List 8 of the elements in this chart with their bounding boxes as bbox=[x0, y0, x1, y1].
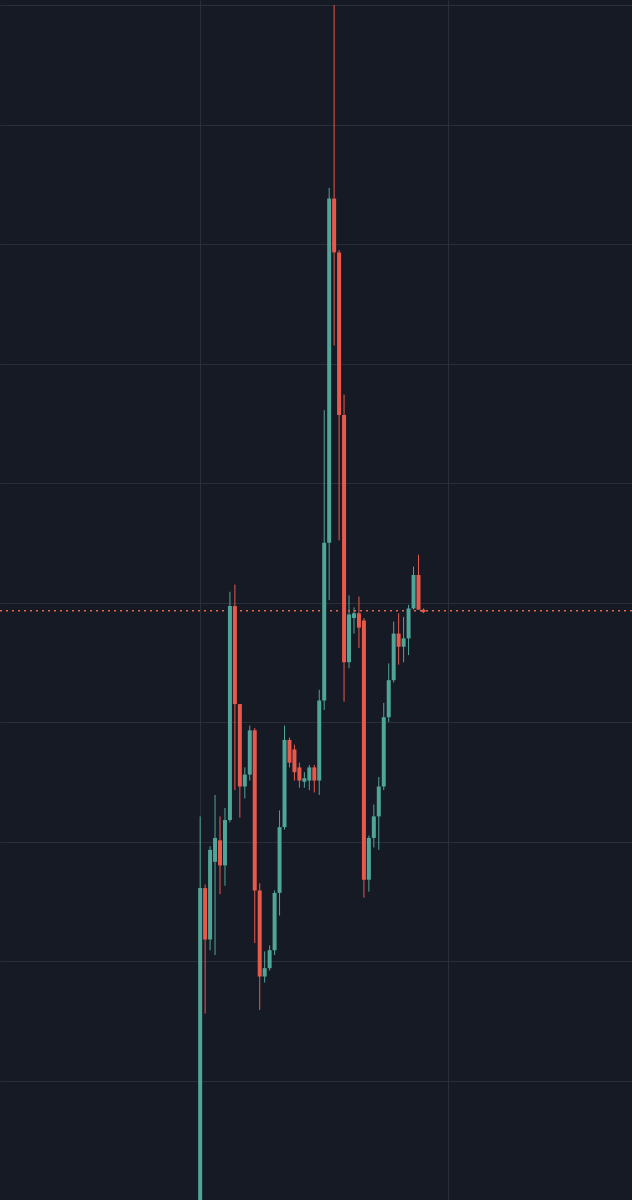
candlestick bbox=[312, 764, 317, 794]
candlestick bbox=[262, 950, 267, 984]
candlestick bbox=[396, 612, 401, 666]
candlestick bbox=[371, 803, 376, 848]
candlestick bbox=[242, 766, 247, 799]
candlestick bbox=[401, 616, 406, 663]
candlestick bbox=[267, 944, 272, 972]
candlestick bbox=[287, 737, 292, 768]
